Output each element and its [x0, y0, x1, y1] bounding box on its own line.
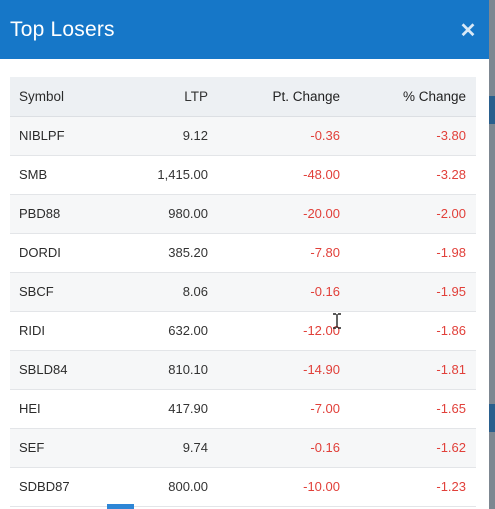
cell-pct-change: -1.62 — [341, 428, 476, 468]
cell-pct-change: -1.81 — [341, 350, 476, 390]
header-pt-change[interactable]: Pt. Change — [208, 77, 341, 117]
background-nub — [489, 404, 495, 432]
cell-pt-change: -10.00 — [208, 467, 341, 507]
scroll-indicator[interactable] — [107, 504, 134, 509]
cell-symbol[interactable]: SMB — [10, 155, 122, 195]
cell-pct-change: -1.86 — [341, 311, 476, 351]
cell-pct-change: -3.80 — [341, 116, 476, 156]
cell-ltp: 385.20 — [122, 233, 208, 273]
cell-symbol[interactable]: RIDI — [10, 311, 122, 351]
header-pct-change[interactable]: % Change — [341, 77, 476, 117]
table-row[interactable]: DORDI 385.20 -7.80 -1.98 — [10, 233, 476, 273]
cell-pct-change: -2.00 — [341, 194, 476, 234]
cell-ltp: 9.74 — [122, 428, 208, 468]
cell-symbol[interactable]: SEF — [10, 428, 122, 468]
modal-header: Top Losers ✕ — [0, 0, 489, 59]
background-nub — [489, 96, 495, 124]
cell-pt-change: -20.00 — [208, 194, 341, 234]
cell-ltp: 9.12 — [122, 116, 208, 156]
cell-ltp: 8.06 — [122, 272, 208, 312]
table-header-row: Symbol LTP Pt. Change % Change — [10, 77, 476, 117]
cell-pt-change: -14.90 — [208, 350, 341, 390]
table-row[interactable]: SEF 9.74 -0.16 -1.62 — [10, 428, 476, 468]
cell-symbol[interactable]: SBCF — [10, 272, 122, 312]
close-icon[interactable]: ✕ — [459, 20, 477, 42]
cell-pt-change: -0.36 — [208, 116, 341, 156]
cell-pt-change: -7.00 — [208, 389, 341, 429]
cell-symbol[interactable]: SDBD87 — [10, 467, 122, 507]
header-ltp[interactable]: LTP — [122, 77, 208, 117]
table-row[interactable]: NIBLPF 9.12 -0.36 -3.80 — [10, 116, 476, 156]
losers-table-container: Symbol LTP Pt. Change % Change NIBLPF 9.… — [10, 77, 476, 507]
cell-ltp: 1,415.00 — [122, 155, 208, 195]
cell-pt-change: -0.16 — [208, 428, 341, 468]
cell-pt-change: -0.16 — [208, 272, 341, 312]
cell-symbol[interactable]: DORDI — [10, 233, 122, 273]
cell-pt-change: -12.00 — [208, 311, 341, 351]
cell-ltp: 810.10 — [122, 350, 208, 390]
cell-ltp: 800.00 — [122, 467, 208, 507]
cell-ltp: 417.90 — [122, 389, 208, 429]
table-row[interactable]: SBCF 8.06 -0.16 -1.95 — [10, 272, 476, 312]
cell-pct-change: -1.95 — [341, 272, 476, 312]
cell-symbol[interactable]: HEI — [10, 389, 122, 429]
cell-pct-change: -1.65 — [341, 389, 476, 429]
cell-pct-change: -1.98 — [341, 233, 476, 273]
table-row[interactable]: SBLD84 810.10 -14.90 -1.81 — [10, 350, 476, 390]
cell-symbol[interactable]: PBD88 — [10, 194, 122, 234]
table-row[interactable]: SMB 1,415.00 -48.00 -3.28 — [10, 155, 476, 195]
table-row[interactable]: HEI 417.90 -7.00 -1.65 — [10, 389, 476, 429]
table-row[interactable]: PBD88 980.00 -20.00 -2.00 — [10, 194, 476, 234]
cell-ltp: 632.00 — [122, 311, 208, 351]
table-row[interactable]: RIDI 632.00 -12.00 -1.86 — [10, 311, 476, 351]
losers-table: Symbol LTP Pt. Change % Change NIBLPF 9.… — [10, 77, 476, 507]
cell-ltp: 980.00 — [122, 194, 208, 234]
background-page-strip — [489, 0, 495, 509]
cell-pct-change: -3.28 — [341, 155, 476, 195]
cell-symbol[interactable]: NIBLPF — [10, 116, 122, 156]
cell-pt-change: -7.80 — [208, 233, 341, 273]
table-row[interactable]: SDBD87 800.00 -10.00 -1.23 — [10, 467, 476, 507]
cell-symbol[interactable]: SBLD84 — [10, 350, 122, 390]
header-symbol[interactable]: Symbol — [10, 77, 122, 117]
modal-title: Top Losers — [10, 17, 115, 41]
cell-pt-change: -48.00 — [208, 155, 341, 195]
cell-pct-change: -1.23 — [341, 467, 476, 507]
